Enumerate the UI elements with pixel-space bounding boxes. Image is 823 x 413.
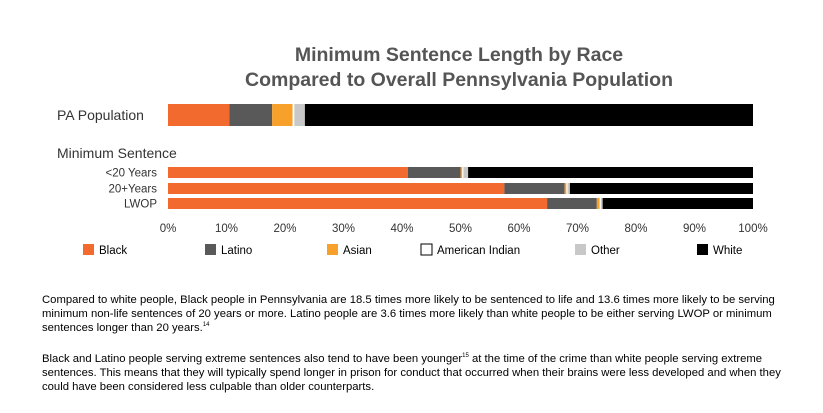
chart-title-line2: Compared to Overall Pennsylvania Populat…: [245, 69, 673, 91]
bar-20-years-latino: [504, 183, 565, 194]
row-label-pa-population: PA Population: [57, 107, 144, 123]
x-tick-label: 90%: [683, 223, 706, 235]
legend-swatch-white: [697, 244, 708, 255]
row-label-20-years: <20 Years: [106, 168, 158, 180]
bar-lwop-black: [168, 198, 548, 209]
bar-20-years-latino: [407, 167, 461, 178]
row-label-lwop: LWOP: [124, 199, 157, 211]
bar-pa-population-latino: [229, 104, 273, 126]
bar-20-years-american-indian: [462, 167, 464, 178]
x-tick-label: 40%: [390, 223, 413, 235]
legend-swatch-other: [575, 244, 586, 255]
stacked-bar-chart: Minimum Sentence Length by Race Compared…: [57, 44, 768, 257]
bar-lwop-latino: [547, 198, 597, 209]
chart-title-line1: Minimum Sentence Length by Race: [295, 44, 623, 66]
x-tick-label: 0%: [160, 223, 177, 235]
bar-20-years-white: [569, 183, 753, 194]
bar-20-years-asian: [564, 183, 567, 194]
legend-label-asian: Asian: [343, 245, 372, 257]
legend-swatch-latino: [205, 244, 216, 255]
legend-swatch-american-indian: [420, 243, 433, 256]
x-tick-label: 30%: [332, 223, 355, 235]
bar-20-years-asian: [460, 167, 463, 178]
legend-label-black: Black: [99, 245, 127, 257]
legend-label-latino: Latino: [221, 245, 252, 257]
x-tick-label: 60%: [507, 223, 530, 235]
legend-swatch-black: [83, 244, 94, 255]
bar-lwop-white: [602, 198, 753, 209]
legend-label-american-indian: American Indian: [437, 245, 520, 257]
bar-lwop-other: [600, 198, 603, 209]
bar-pa-population-asian: [272, 104, 293, 126]
row-label-20-years: 20+Years: [109, 184, 158, 196]
legend-swatch-asian: [327, 244, 338, 255]
bar-pa-population-black: [168, 104, 230, 126]
bar-lwop-asian: [596, 198, 600, 209]
bar-20-years-white: [468, 167, 753, 178]
x-tick-label: 20%: [273, 223, 296, 235]
bar-pa-population-white: [304, 104, 753, 126]
bar-pa-population-american-indian: [292, 104, 295, 126]
bar-20-years-black: [168, 167, 408, 178]
bar-20-years-american-indian: [566, 183, 568, 194]
paragraph-2: Black and Latino people serving extreme …: [42, 353, 781, 393]
bar-pa-population-other: [294, 104, 305, 126]
footnote-14: 14: [202, 322, 210, 329]
x-tick-label: 10%: [215, 223, 238, 235]
x-tick-label: 70%: [566, 223, 589, 235]
bar-20-years-other: [567, 183, 570, 194]
bar-20-years-other: [463, 167, 469, 178]
x-tick-label: 50%: [449, 223, 472, 235]
legend-label-white: White: [713, 245, 742, 257]
footnote-15: 15: [462, 353, 469, 360]
x-tick-label: 80%: [624, 223, 647, 235]
legend-label-other: Other: [591, 245, 620, 257]
group-label: Minimum Sentence: [57, 145, 177, 161]
paragraph-1: Compared to white people, Black people i…: [42, 294, 775, 334]
x-tick-label: 100%: [738, 223, 767, 235]
bar-20-years-black: [168, 183, 505, 194]
bar-lwop-american-indian: [599, 198, 601, 209]
